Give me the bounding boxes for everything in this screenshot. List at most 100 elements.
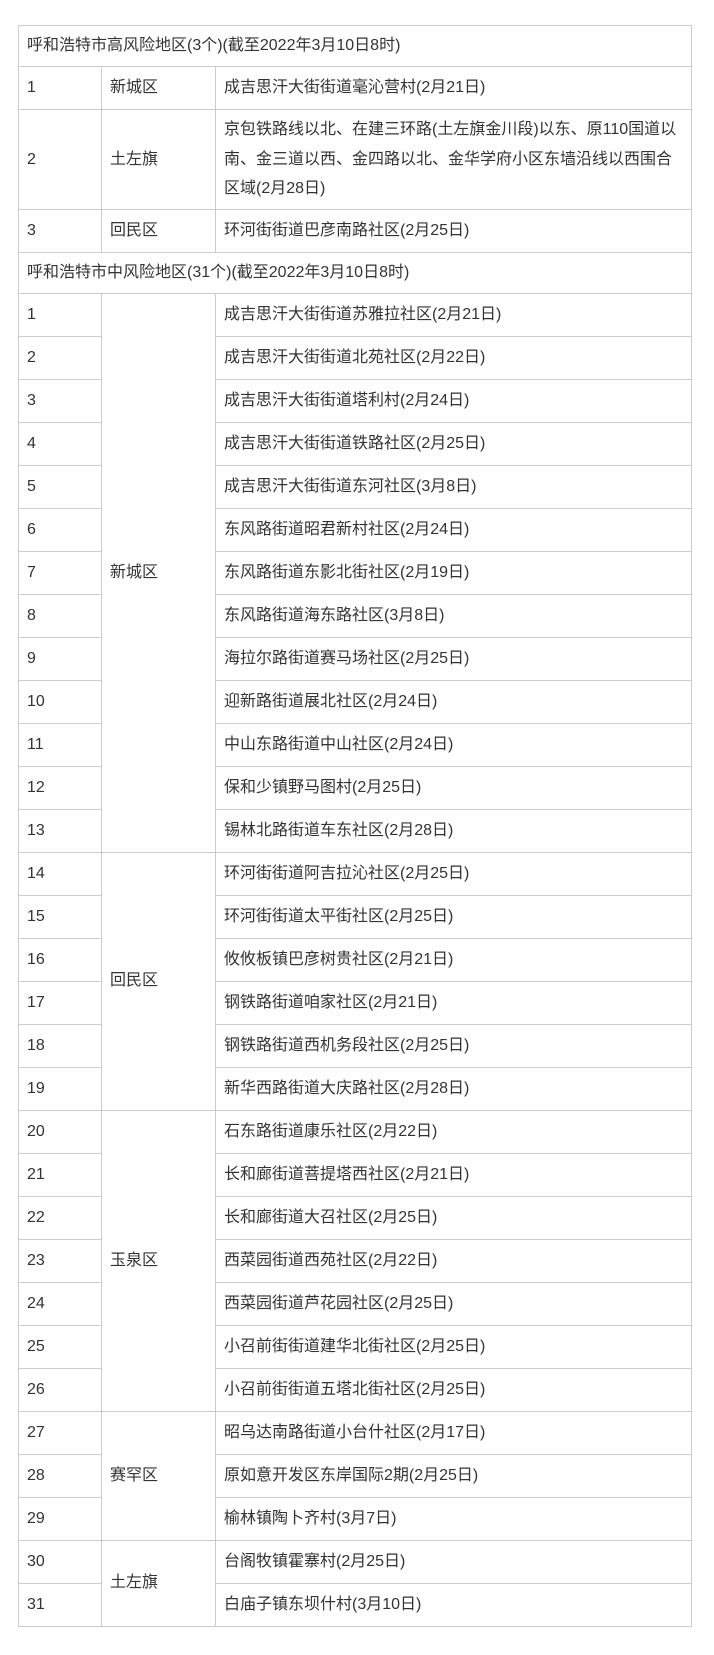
table-row: 16 攸攸板镇巴彦树贵社区(2月21日) <box>18 937 692 982</box>
table-row: 22 长和廊街道大召社区(2月25日) <box>18 1195 692 1240</box>
area-cell: 东风路街道东影北街社区(2月19日) <box>215 550 692 595</box>
row-number-cell: 16 <box>18 937 102 982</box>
risk-area-table-container: 呼和浩特市高风险地区(3个)(截至2022年3月10日8时) 1 新城区 成吉思汗大街… <box>18 25 692 1627</box>
row-number-cell: 21 <box>18 1152 102 1197</box>
district-cell: 新城区 <box>101 292 216 853</box>
area-cell: 东风路街道海东路社区(3月8日) <box>215 593 692 638</box>
row-number-cell: 7 <box>18 550 102 595</box>
table-row: 26 小召前街街道五塔北街社区(2月25日) <box>18 1367 692 1412</box>
row-number-cell: 17 <box>18 980 102 1025</box>
row-number-cell: 30 <box>18 1539 102 1584</box>
table-row: 21 长和廊街道菩提塔西社区(2月21日) <box>18 1152 692 1197</box>
area-cell: 京包铁路线以北、在建三环路(土左旗金川段)以东、原110国道以南、金三道以西、金… <box>215 109 692 210</box>
district-cell: 赛罕区 <box>101 1410 216 1541</box>
area-cell: 环河街街道阿吉拉沁社区(2月25日) <box>215 851 692 896</box>
table-row: 3 回民区 环河街街道巴彦南路社区(2月25日) <box>18 208 692 253</box>
row-number-cell: 25 <box>18 1324 102 1369</box>
area-cell: 长和廊街道菩提塔西社区(2月21日) <box>215 1152 692 1197</box>
area-cell: 榆林镇陶卜齐村(3月7日) <box>215 1496 692 1541</box>
row-number-cell: 3 <box>18 208 102 253</box>
row-number-cell: 2 <box>18 109 102 210</box>
table-row: 19 新华西路街道大庆路社区(2月28日) <box>18 1066 692 1111</box>
row-number-cell: 11 <box>18 722 102 767</box>
area-cell: 成吉思汗大街街道铁路社区(2月25日) <box>215 421 692 466</box>
table-row: 25 小召前街街道建华北街社区(2月25日) <box>18 1324 692 1369</box>
table-row: 11 中山东路街道中山社区(2月24日) <box>18 722 692 767</box>
table-row: 28 原如意开发区东岸国际2期(2月25日) <box>18 1453 692 1498</box>
row-number-cell: 3 <box>18 378 102 423</box>
row-number-cell: 19 <box>18 1066 102 1111</box>
area-cell: 成吉思汗大街街道毫沁营村(2月21日) <box>215 66 692 110</box>
table-row: 17 钢铁路街道咱家社区(2月21日) <box>18 980 692 1025</box>
row-number-cell: 23 <box>18 1238 102 1283</box>
row-number-cell: 9 <box>18 636 102 681</box>
row-number-cell: 22 <box>18 1195 102 1240</box>
area-cell: 新华西路街道大庆路社区(2月28日) <box>215 1066 692 1111</box>
table-row: 14 回民区 环河街街道阿吉拉沁社区(2月25日) <box>18 851 692 1111</box>
table-row: 23 西菜园街道西苑社区(2月22日) <box>18 1238 692 1283</box>
area-cell: 迎新路街道展北社区(2月24日) <box>215 679 692 724</box>
section-header-cell: 呼和浩特市高风险地区(3个)(截至2022年3月10日8时) <box>18 25 692 67</box>
area-cell: 保和少镇野马图村(2月25日) <box>215 765 692 810</box>
section-header-row: 呼和浩特市高风险地区(3个)(截至2022年3月10日8时) <box>18 25 692 67</box>
district-cell: 新城区 <box>101 66 216 110</box>
area-cell: 西菜园街道西苑社区(2月22日) <box>215 1238 692 1283</box>
table-row: 30 土左旗 台阁牧镇霍寨村(2月25日) <box>18 1539 692 1627</box>
row-number-cell: 10 <box>18 679 102 724</box>
section-header-row: 呼和浩特市中风险地区(31个)(截至2022年3月10日8时) <box>18 251 692 294</box>
table-row: 20 玉泉区 石东路街道康乐社区(2月22日) <box>18 1109 692 1412</box>
table-row: 3 成吉思汗大街街道塔利村(2月24日) <box>18 378 692 423</box>
row-number-cell: 13 <box>18 808 102 853</box>
district-cell: 土左旗 <box>101 1539 216 1627</box>
row-number-cell: 14 <box>18 851 102 896</box>
table-row: 9 海拉尔路街道赛马场社区(2月25日) <box>18 636 692 681</box>
district-cell: 回民区 <box>101 208 216 253</box>
row-number-cell: 4 <box>18 421 102 466</box>
area-cell: 台阁牧镇霍寨村(2月25日) <box>215 1539 692 1584</box>
area-cell: 东风路街道昭君新村社区(2月24日) <box>215 507 692 552</box>
row-number-cell: 5 <box>18 464 102 509</box>
area-cell: 攸攸板镇巴彦树贵社区(2月21日) <box>215 937 692 982</box>
area-cell: 西菜园街道芦花园社区(2月25日) <box>215 1281 692 1326</box>
row-number-cell: 12 <box>18 765 102 810</box>
section-header-cell: 呼和浩特市中风险地区(31个)(截至2022年3月10日8时) <box>18 251 692 294</box>
area-cell: 石东路街道康乐社区(2月22日) <box>215 1109 692 1154</box>
table-row: 18 钢铁路街道西机务段社区(2月25日) <box>18 1023 692 1068</box>
area-cell: 成吉思汗大街街道塔利村(2月24日) <box>215 378 692 423</box>
row-number-cell: 24 <box>18 1281 102 1326</box>
area-cell: 昭乌达南路街道小台什社区(2月17日) <box>215 1410 692 1455</box>
area-cell: 白庙子镇东坝什村(3月10日) <box>215 1582 692 1627</box>
area-cell: 小召前街街道建华北街社区(2月25日) <box>215 1324 692 1369</box>
area-cell: 小召前街街道五塔北街社区(2月25日) <box>215 1367 692 1412</box>
area-cell: 成吉思汗大街街道北苑社区(2月22日) <box>215 335 692 380</box>
row-number-cell: 27 <box>18 1410 102 1455</box>
row-number-cell: 2 <box>18 335 102 380</box>
row-number-cell: 18 <box>18 1023 102 1068</box>
row-number-cell: 20 <box>18 1109 102 1154</box>
table-row: 13 锡林北路街道车东社区(2月28日) <box>18 808 692 853</box>
row-number-cell: 8 <box>18 593 102 638</box>
table-row: 2 成吉思汗大街街道北苑社区(2月22日) <box>18 335 692 380</box>
district-cell: 土左旗 <box>101 109 216 210</box>
table-row: 15 环河街街道太平街社区(2月25日) <box>18 894 692 939</box>
table-row: 31 白庙子镇东坝什村(3月10日) <box>18 1582 692 1627</box>
area-cell: 中山东路街道中山社区(2月24日) <box>215 722 692 767</box>
area-cell: 成吉思汗大街街道东河社区(3月8日) <box>215 464 692 509</box>
area-cell: 钢铁路街道西机务段社区(2月25日) <box>215 1023 692 1068</box>
table-row: 1 新城区 成吉思汗大街街道苏雅拉社区(2月21日) <box>18 292 692 853</box>
row-number-cell: 29 <box>18 1496 102 1541</box>
row-number-cell: 15 <box>18 894 102 939</box>
row-number-cell: 26 <box>18 1367 102 1412</box>
table-row: 29 榆林镇陶卜齐村(3月7日) <box>18 1496 692 1541</box>
risk-area-table-body: 呼和浩特市高风险地区(3个)(截至2022年3月10日8时) 1 新城区 成吉思汗大街… <box>18 25 692 1627</box>
table-row: 10 迎新路街道展北社区(2月24日) <box>18 679 692 724</box>
area-cell: 海拉尔路街道赛马场社区(2月25日) <box>215 636 692 681</box>
area-cell: 长和廊街道大召社区(2月25日) <box>215 1195 692 1240</box>
table-row: 5 成吉思汗大街街道东河社区(3月8日) <box>18 464 692 509</box>
table-row: 6 东风路街道昭君新村社区(2月24日) <box>18 507 692 552</box>
risk-area-table: 呼和浩特市高风险地区(3个)(截至2022年3月10日8时) 1 新城区 成吉思汗大街… <box>18 25 692 1627</box>
area-cell: 钢铁路街道咱家社区(2月21日) <box>215 980 692 1025</box>
area-cell: 锡林北路街道车东社区(2月28日) <box>215 808 692 853</box>
row-number-cell: 6 <box>18 507 102 552</box>
area-cell: 环河街街道巴彦南路社区(2月25日) <box>215 208 692 253</box>
